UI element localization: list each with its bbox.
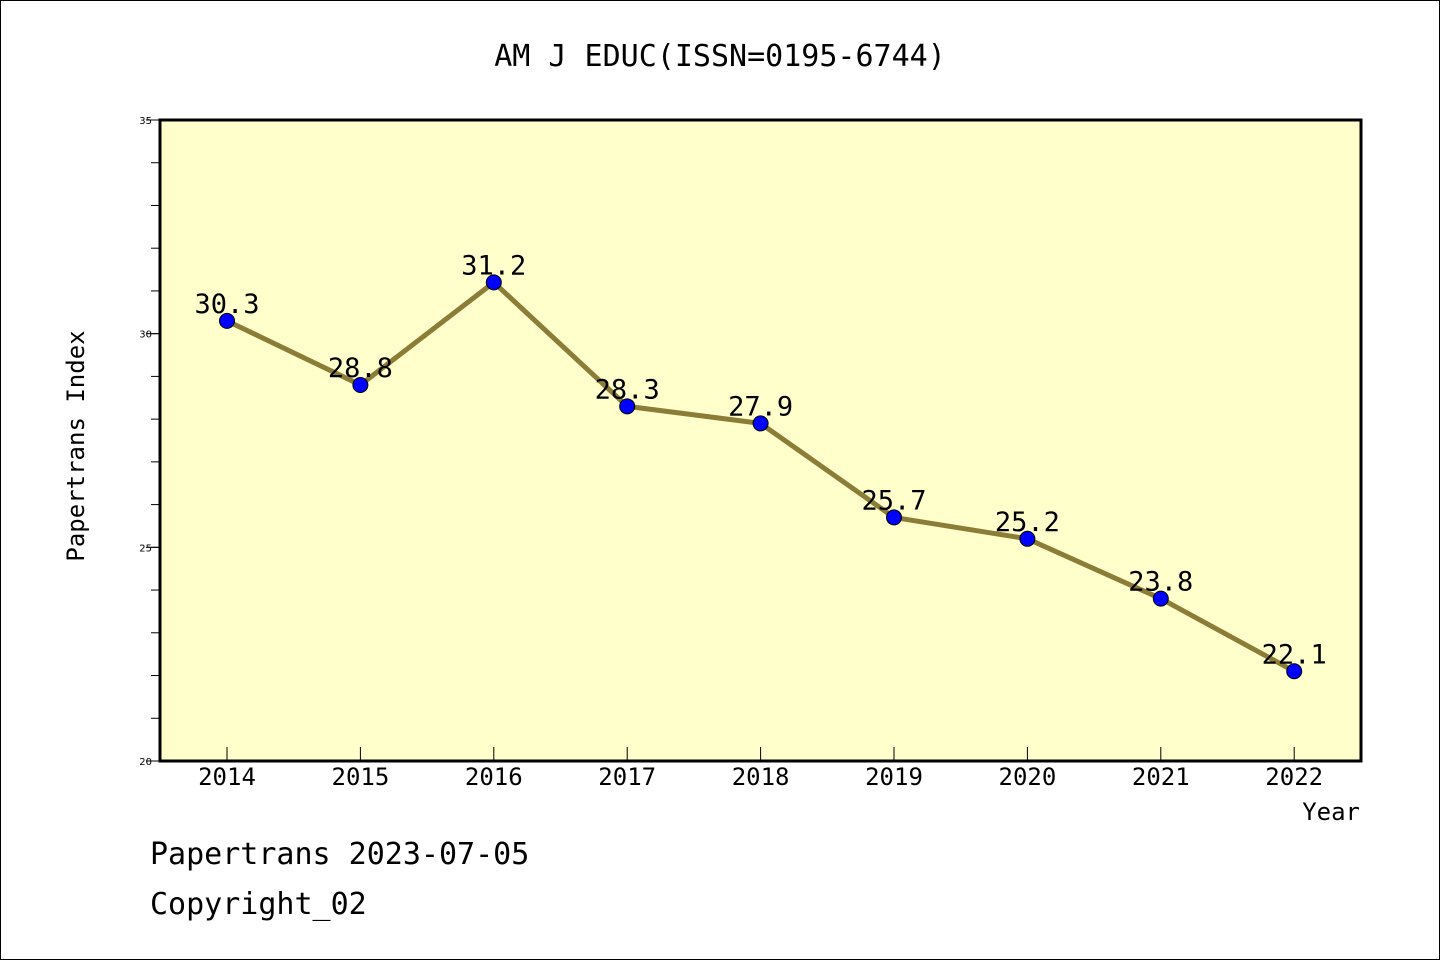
data-points: [219, 274, 1303, 680]
data-point: [752, 415, 769, 432]
data-label: 28.3: [595, 374, 660, 405]
x-axis-label: Year: [1302, 798, 1360, 826]
data-point: [485, 274, 502, 291]
data-point: [619, 398, 636, 415]
data-label: 27.9: [728, 391, 793, 422]
data-point: [886, 509, 902, 526]
x-tick-label: 2017: [598, 763, 656, 791]
data-point: [1286, 663, 1303, 680]
footer-copyright: Copyright_02: [150, 887, 367, 922]
y-axis-ticks: 20 25 30 35: [139, 116, 159, 768]
x-tick-label: 2019: [865, 763, 923, 791]
x-tick-label: 2021: [1132, 763, 1190, 791]
data-label: 25.7: [861, 485, 926, 516]
data-label: 30.3: [194, 289, 259, 320]
x-tick-label: 2022: [1265, 763, 1323, 791]
y-tick-label: 25: [139, 543, 152, 554]
y-axis-label: Papertrans Index: [62, 330, 90, 561]
x-tick-label: 2016: [465, 763, 523, 791]
chart-title: AM J EDUC(ISSN=0195-6744): [494, 39, 946, 74]
data-point: [219, 312, 235, 329]
y-tick-label: 35: [139, 116, 152, 127]
y-tick-label: 30: [139, 330, 152, 341]
data-label: 22.1: [1262, 639, 1327, 670]
data-labels: 30.3 28.8 31.2 28.3 27.9 25.7 25.2 23.8 22.1: [194, 250, 1326, 670]
plot-border: [158, 118, 1363, 763]
plot-area: [160, 120, 1361, 761]
x-tick-label: 2015: [332, 763, 390, 791]
data-label: 25.2: [995, 507, 1060, 538]
data-point: [1152, 590, 1169, 607]
data-label: 31.2: [461, 250, 526, 281]
y-tick-label: 20: [139, 757, 152, 768]
data-label: 28.8: [328, 353, 393, 384]
data-point: [1019, 530, 1036, 547]
x-axis-ticks: 2014 2015 2016 2017 2018 2019 2020 2021 2022: [198, 747, 1323, 791]
x-tick-label: 2018: [732, 763, 790, 791]
data-label: 23.8: [1128, 567, 1193, 598]
data-point: [352, 376, 369, 393]
x-tick-label: 2014: [198, 763, 256, 791]
footer-credit: Papertrans 2023-07-05: [150, 837, 529, 872]
x-tick-label: 2020: [999, 763, 1057, 791]
